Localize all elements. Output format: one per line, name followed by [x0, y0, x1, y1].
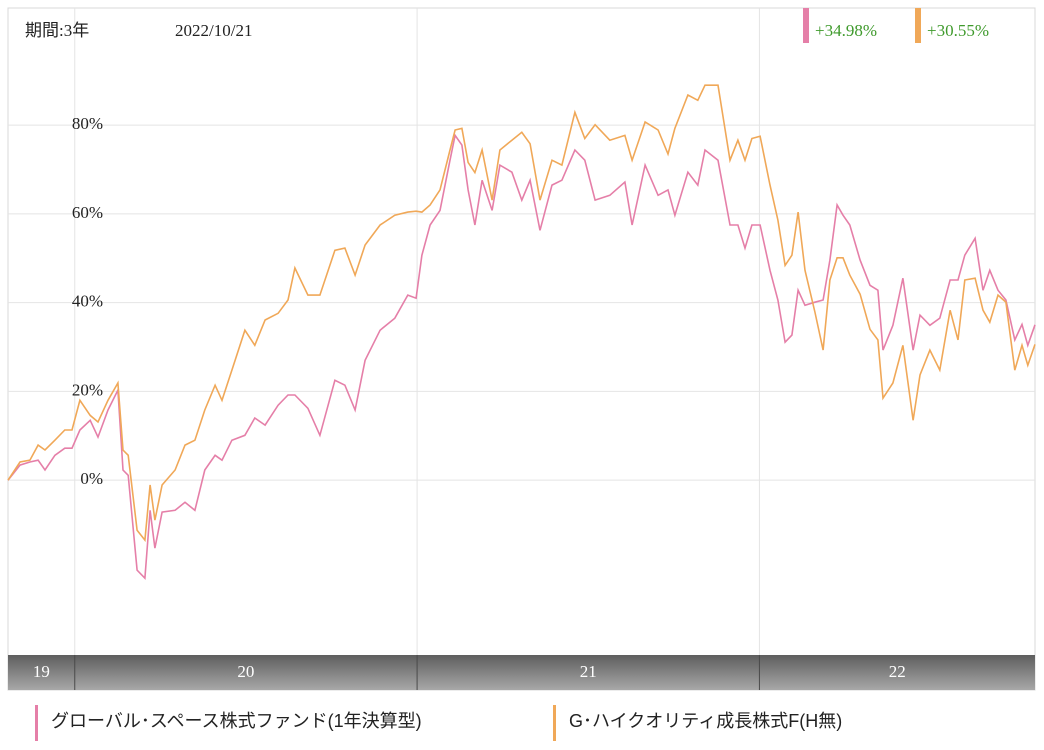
return-label: +30.55% [927, 21, 989, 40]
series-line [7, 133, 1036, 581]
y-tick-label: 80% [72, 114, 103, 133]
y-tick-label: 60% [72, 203, 103, 222]
date-label: 2022/10/21 [175, 21, 252, 40]
return-swatch [803, 8, 809, 43]
y-tick-label: 0% [80, 469, 103, 488]
year-label: 20 [237, 662, 254, 681]
year-label: 22 [889, 662, 906, 681]
return-label: +34.98% [815, 21, 877, 40]
y-tick-label: 20% [72, 380, 103, 399]
plot-frame [7, 7, 1036, 691]
legend-label: G･ハイクオリティ成長株式F(H無) [569, 711, 842, 731]
period-label: 期間:3年 [25, 21, 89, 40]
year-label: 19 [33, 662, 50, 681]
year-label: 21 [580, 662, 597, 681]
year-band-bar [8, 655, 1035, 690]
return-swatch [915, 8, 921, 43]
series-line [7, 84, 1036, 543]
legend-label: グローバル･スペース株式ファンド(1年決算型) [51, 711, 422, 731]
legend-swatch [35, 705, 38, 741]
legend-swatch [553, 705, 556, 741]
y-tick-label: 40% [72, 292, 103, 311]
